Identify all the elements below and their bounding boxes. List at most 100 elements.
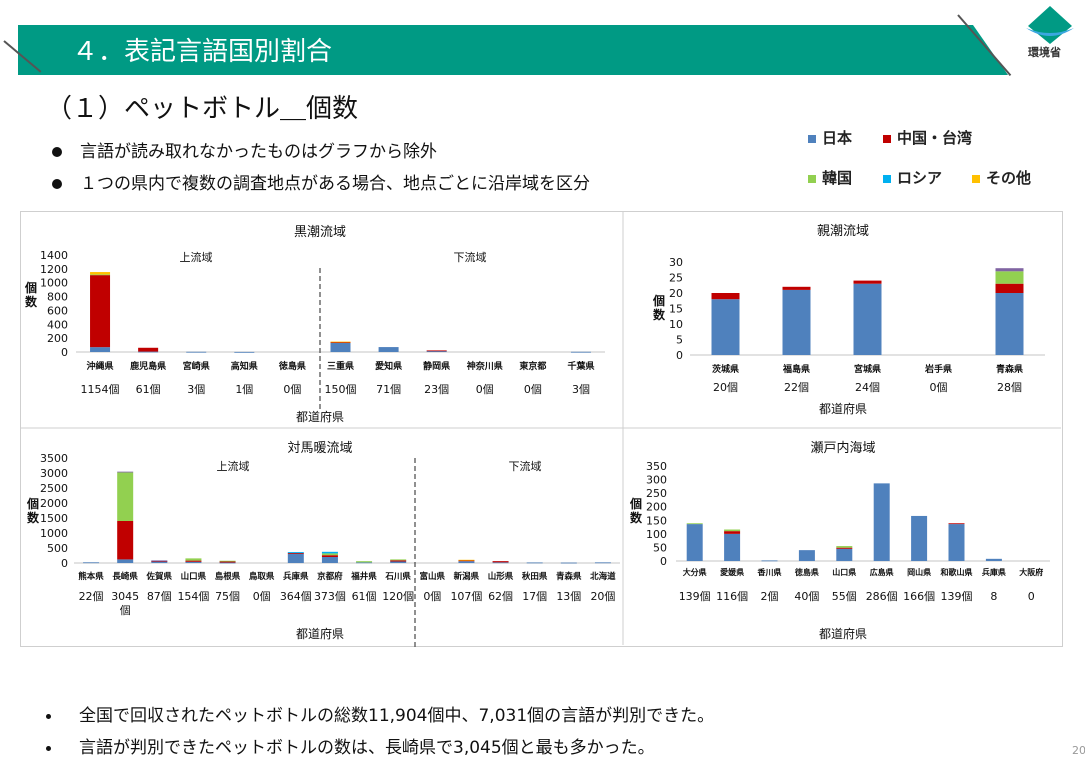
y-axis-label: 個: [629, 496, 642, 511]
y-tick-label: 30: [669, 256, 683, 269]
category-label: 三重県: [327, 360, 354, 372]
swatch-icon: [883, 174, 891, 183]
x-axis-label: 都道府県: [296, 409, 344, 424]
chart-frame: [20, 211, 1063, 647]
category-label: 大阪府: [1019, 567, 1043, 577]
region-label: 上流域: [217, 459, 250, 473]
footnote: 全国で回収されたペットボトルの総数11,904個中、7,031個の言語が判別でき…: [46, 701, 714, 726]
count-label: 28個: [997, 381, 1022, 394]
count-label: 61個: [352, 590, 377, 603]
category-label: 石川県: [384, 571, 411, 582]
count-label: 286個: [866, 590, 898, 603]
region-label: 上流域: [180, 250, 213, 264]
category-label: 愛知県: [375, 360, 402, 372]
y-tick-label: 2000: [40, 497, 68, 510]
bar-segment-china: [711, 293, 740, 300]
bar-segment-japan: [724, 533, 741, 561]
count-label: 0個: [524, 383, 542, 396]
y-tick-label: 300: [646, 474, 667, 487]
bar-segment-japan: [836, 548, 853, 561]
chart-title: 親潮流域: [817, 224, 869, 239]
bar-segment-china: [219, 561, 236, 563]
bar-segment-korea: [90, 274, 111, 276]
bar-segment-other: [458, 559, 475, 561]
bar-segment-japan: [151, 561, 168, 563]
bar-segment-japan: [873, 483, 890, 561]
y-tick-label: 0: [676, 349, 683, 362]
count-label: 40個: [794, 590, 819, 603]
bar-segment-china: [330, 341, 351, 343]
y-axis-label: 数: [25, 294, 38, 309]
y-tick-label: 350: [646, 460, 667, 473]
y-tick-label: 800: [47, 291, 68, 304]
y-tick-label: 100: [646, 528, 667, 541]
category-label: 京都府: [317, 571, 343, 582]
bar-segment-korea: [724, 529, 741, 532]
count-label: 2個: [761, 590, 779, 603]
bullet-item: １つの県内で複数の調査地点がある場合、地点ごとに沿岸域を区分: [52, 169, 590, 194]
y-tick-label: 3500: [40, 452, 68, 465]
bar-segment-extra: [995, 268, 1024, 272]
bar-segment-china: [853, 280, 882, 284]
bar-segment-korea: [185, 558, 202, 561]
bar-segment-japan: [911, 515, 928, 561]
category-label: 山口県: [832, 567, 856, 577]
category-label: 徳島県: [278, 360, 306, 372]
y-tick-label: 1200: [40, 263, 68, 276]
x-axis-label: 都道府県: [296, 626, 344, 641]
count-label: 23個: [424, 383, 449, 396]
legend-item-russia: ロシア: [883, 167, 942, 188]
bar-segment-china: [948, 523, 965, 525]
count-label: 0個: [476, 383, 494, 396]
y-tick-label: 250: [646, 487, 667, 500]
region-label: 下流域: [509, 459, 542, 473]
category-label: 香川県: [757, 567, 782, 577]
bar-segment-extra: [117, 471, 134, 473]
legend-item-china: 中国・台湾: [883, 127, 972, 148]
y-tick-label: 3000: [40, 467, 68, 480]
bar-segment-japan: [117, 559, 134, 563]
count-label: 個: [120, 604, 131, 617]
bar-segment-china: [321, 555, 338, 557]
y-tick-label: 0: [61, 557, 68, 570]
category-label: 青森県: [996, 363, 1023, 375]
y-tick-label: 200: [47, 332, 68, 345]
y-tick-label: 2500: [40, 482, 68, 495]
legend-item-other: その他: [972, 167, 1031, 188]
category-label: 北海道: [590, 571, 616, 582]
category-label: 富山県: [420, 571, 446, 582]
count-label: 0個: [930, 381, 948, 394]
category-label: 千葉県: [567, 360, 594, 372]
y-tick-label: 15: [669, 303, 683, 316]
bar-segment-japan: [234, 351, 255, 353]
footnote-text: 全国で回収されたペットボトルの総数11,904個中、7,031個の言語が判別でき…: [79, 706, 715, 726]
bullet-icon: [46, 713, 51, 719]
bar-segment-china: [185, 560, 202, 562]
category-label: 茨城県: [712, 363, 739, 375]
count-label: 22個: [784, 381, 809, 394]
bar-segment-china: [836, 547, 853, 549]
count-label: 116個: [716, 590, 748, 603]
category-label: 山口県: [181, 571, 207, 582]
bar-segment-japan: [985, 558, 1002, 561]
y-tick-label: 0: [660, 555, 667, 568]
count-label: 20個: [713, 381, 738, 394]
count-label: 0個: [283, 383, 301, 396]
bullet-text: １つの県内で複数の調査地点がある場合、地点ごとに沿岸域を区分: [80, 174, 590, 194]
swatch-icon: [972, 174, 980, 183]
bullet-icon: [52, 147, 62, 157]
bar-segment-china: [287, 553, 304, 554]
bar-segment-japan: [560, 562, 577, 564]
bullet-icon: [46, 745, 51, 751]
bar-segment-japan: [853, 283, 882, 355]
category-label: 兵庫県: [982, 567, 1006, 577]
count-label: 3個: [187, 383, 205, 396]
category-label: 東京都: [519, 360, 546, 372]
category-label: 高知県: [231, 360, 258, 372]
bar-segment-china: [138, 347, 159, 352]
y-axis-label: 数: [653, 307, 666, 322]
bar-segment-korea: [117, 472, 134, 521]
footnote: 言語が判別できたペットボトルの数は、長崎県で3,045個と最も多かった。: [46, 733, 655, 758]
count-label: 13個: [556, 590, 581, 603]
bar-segment-japan: [761, 560, 778, 562]
